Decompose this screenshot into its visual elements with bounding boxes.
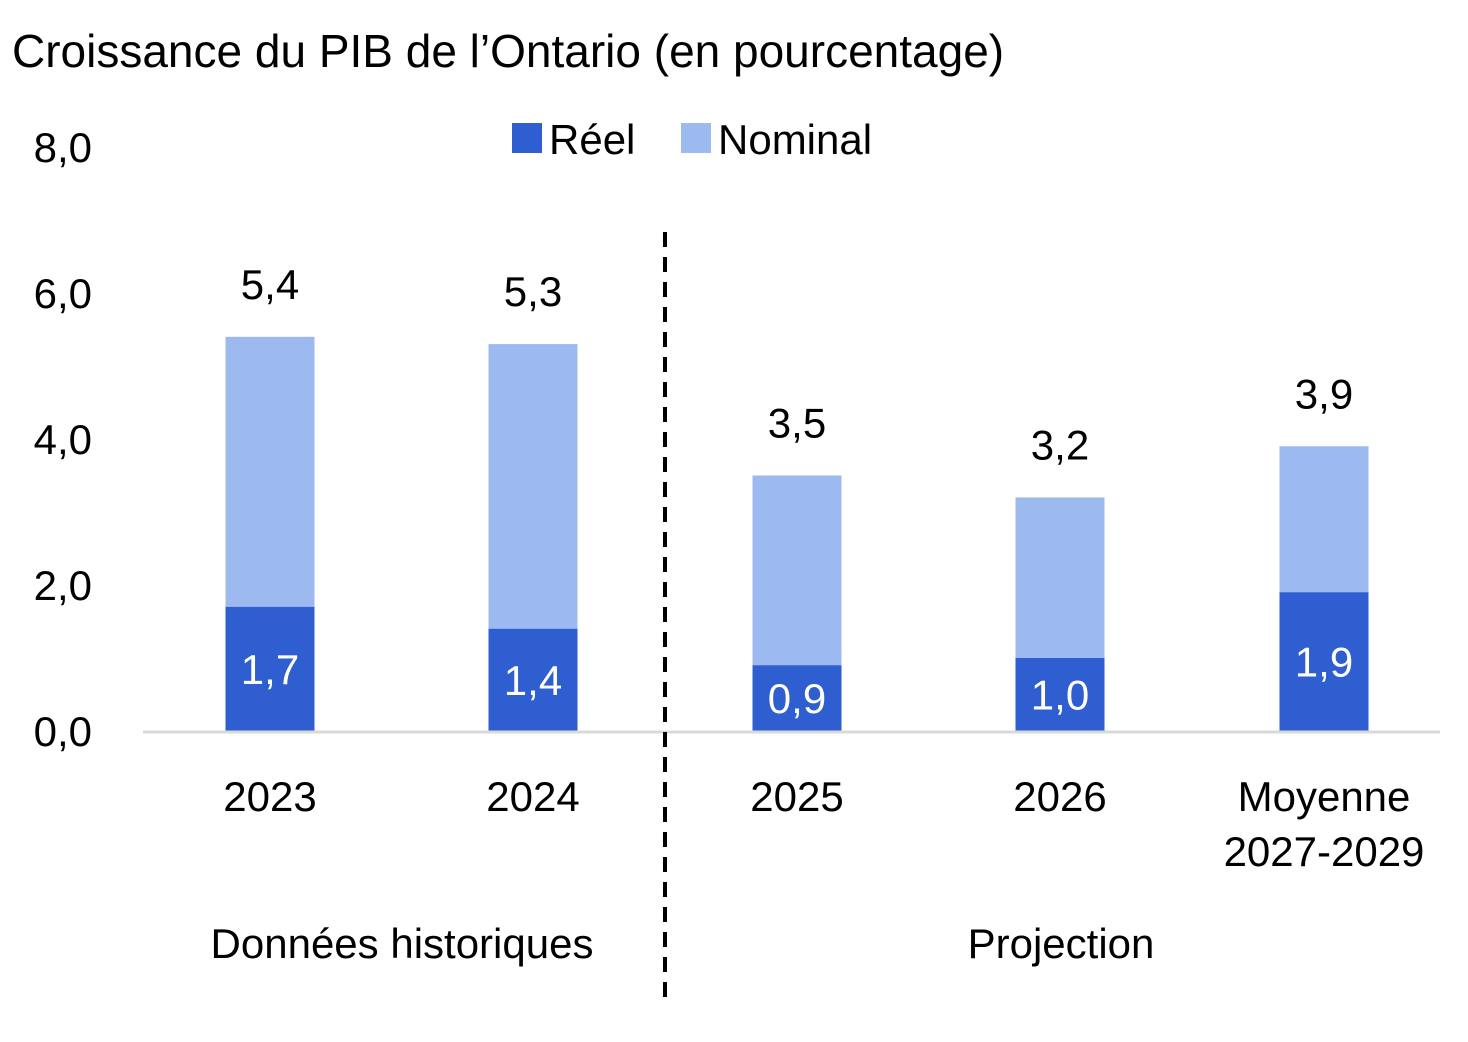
legend-label-nominal: Nominal	[718, 116, 872, 163]
data-label-real: 1,0	[1031, 672, 1089, 719]
x-tick-label: 2027-2029	[1224, 828, 1425, 875]
bar-real	[752, 665, 842, 731]
data-label-nominal: 3,5	[768, 400, 826, 447]
legend-label-real: Réel	[549, 116, 635, 163]
y-tick-label: 0,0	[34, 708, 92, 755]
y-tick-label: 4,0	[34, 416, 92, 463]
data-label-real: 1,7	[241, 646, 299, 693]
y-tick-label: 8,0	[34, 124, 92, 171]
legend: Réel Nominal	[512, 116, 872, 163]
bar-real	[1015, 658, 1105, 731]
bar-real	[488, 628, 578, 731]
data-label-nominal: 5,3	[504, 268, 562, 315]
data-label-nominal: 3,9	[1295, 370, 1353, 417]
x-tick-label: 2025	[750, 773, 843, 820]
legend-swatch-nominal	[681, 123, 711, 153]
chart-title: Croissance du PIB de l’Ontario (en pourc…	[12, 25, 1004, 77]
y-axis: 0,0 2,0 4,0 6,0 8,0	[34, 124, 92, 755]
x-tick-label: 2026	[1013, 773, 1106, 820]
data-label-real: 1,4	[504, 657, 562, 704]
bar-real	[1279, 592, 1369, 731]
y-tick-label: 2,0	[34, 562, 92, 609]
bar-real	[225, 606, 315, 731]
group-label-historical: Données historiques	[211, 920, 594, 967]
y-tick-label: 6,0	[34, 270, 92, 317]
x-axis: 2023 2024 2025 2026 Moyenne 2027-2029	[223, 773, 1424, 875]
x-tick-label: 2024	[486, 773, 579, 820]
legend-swatch-real	[512, 123, 542, 153]
data-label-nominal: 3,2	[1031, 421, 1089, 468]
x-tick-label: Moyenne	[1238, 773, 1411, 820]
data-labels: 5,4 1,7 5,3 1,4 3,5 0,9 3,2 1,0 3,9 1,9	[241, 261, 1353, 722]
data-label-real: 1,9	[1295, 639, 1353, 686]
data-label-real: 0,9	[768, 675, 826, 722]
x-tick-label: 2023	[223, 773, 316, 820]
group-label-projection: Projection	[968, 920, 1155, 967]
bars	[225, 336, 1369, 731]
data-label-nominal: 5,4	[241, 261, 299, 308]
